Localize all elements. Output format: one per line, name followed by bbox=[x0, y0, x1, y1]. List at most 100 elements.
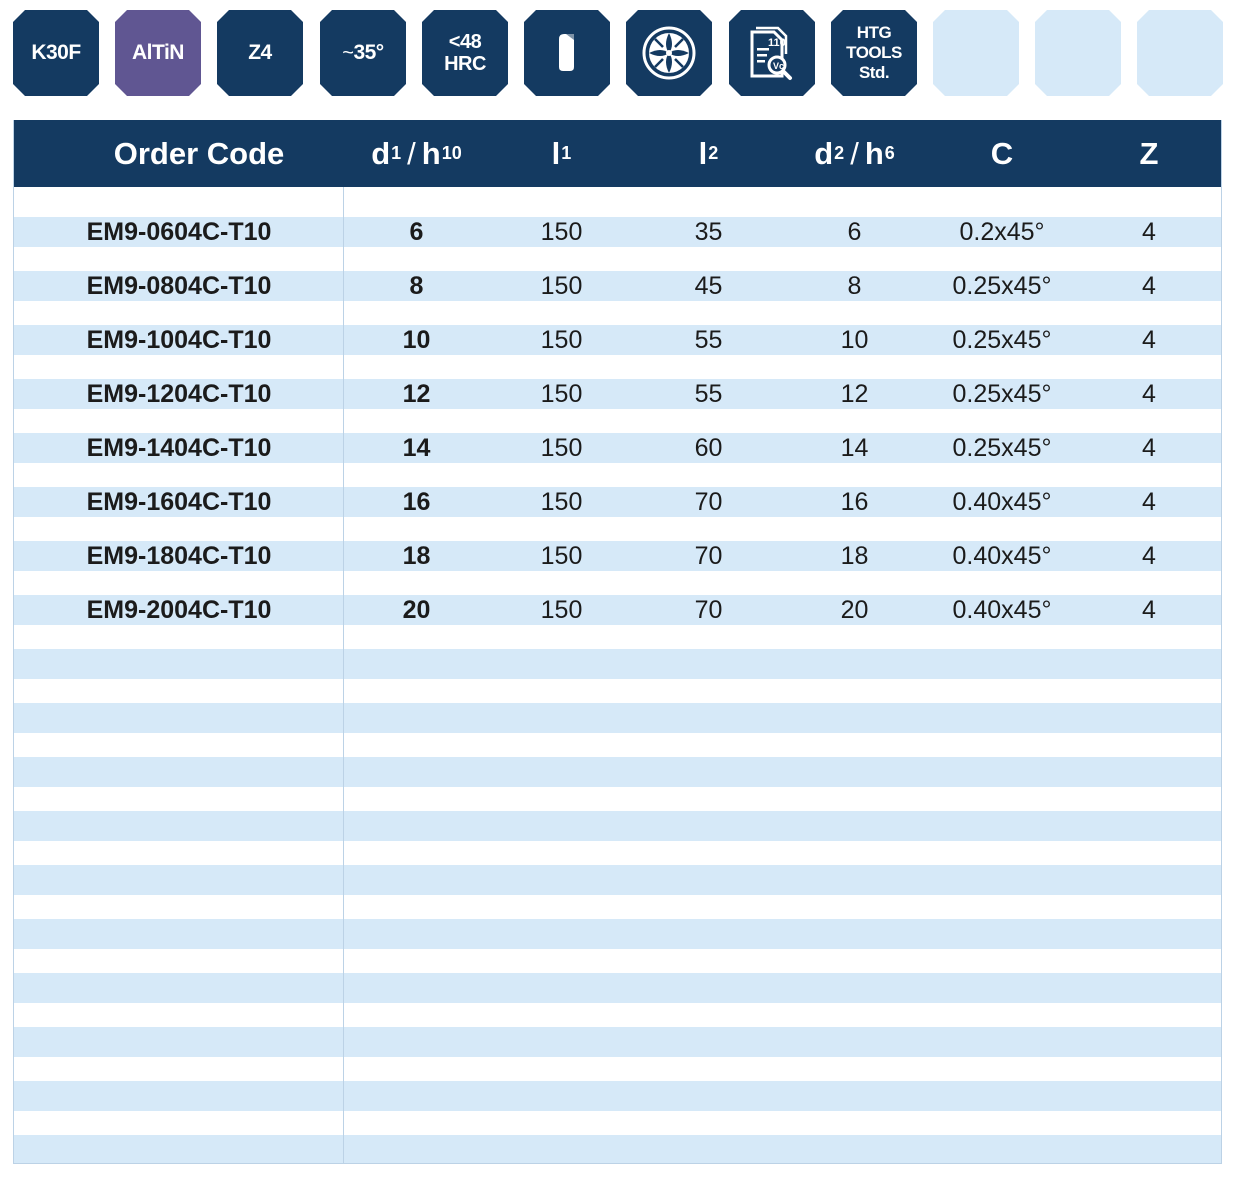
order-code-cell: EM9-1404C-T10 bbox=[86, 433, 272, 462]
d1-cell: 8 bbox=[409, 271, 424, 300]
header-d2-h6: d 2/h 6 bbox=[782, 120, 927, 187]
row-stripe bbox=[14, 1027, 1221, 1057]
table-row: EM9-0804C-T10 8 150 45 8 0.25x45° 4 bbox=[14, 271, 1221, 301]
hardness-badge: <48 HRC bbox=[422, 10, 508, 96]
order-code-cell: EM9-1004C-T10 bbox=[86, 325, 272, 354]
order-code-cell: EM9-0804C-T10 bbox=[86, 271, 272, 300]
row-stripe bbox=[14, 1081, 1221, 1111]
d1-cell: 18 bbox=[402, 541, 431, 570]
end-mill-badge bbox=[524, 10, 610, 96]
header-c-label: C bbox=[990, 135, 1014, 171]
flutes-badge: Z4 bbox=[217, 10, 303, 96]
l2-cell: 70 bbox=[694, 487, 723, 516]
order-code-cell: EM9-1604C-T10 bbox=[86, 487, 272, 516]
header-d1-base: d bbox=[371, 135, 391, 171]
l1-cell: 150 bbox=[540, 541, 583, 570]
row-stripe bbox=[14, 865, 1221, 895]
standard-line-2: TOOLS bbox=[846, 43, 902, 62]
l2-cell: 70 bbox=[694, 595, 723, 624]
l2-cell: 70 bbox=[694, 541, 723, 570]
header-l2-sub: 2 bbox=[708, 143, 719, 163]
l2-cell: 45 bbox=[694, 271, 723, 300]
d2-cell: 18 bbox=[840, 541, 869, 570]
header-d2-sub: 2 bbox=[834, 143, 845, 163]
flutes-cell: 4 bbox=[1142, 595, 1156, 624]
header-h-base: h bbox=[421, 135, 441, 171]
chamfer-cell: 0.25x45° bbox=[952, 325, 1052, 354]
order-code-cell: EM9-1804C-T10 bbox=[86, 541, 272, 570]
grade-badge: K30F bbox=[13, 10, 99, 96]
empty-badge bbox=[933, 10, 1019, 96]
l1-cell: 150 bbox=[540, 271, 583, 300]
d2-cell: 8 bbox=[847, 271, 862, 300]
d2-cell: 6 bbox=[847, 217, 862, 246]
d1-cell: 16 bbox=[402, 487, 431, 516]
header-d1-h10: d 1/h 10 bbox=[344, 120, 489, 187]
row-stripe bbox=[14, 325, 1221, 355]
coating-label: AlTiN bbox=[132, 41, 184, 64]
header-z: Z bbox=[1089, 120, 1209, 187]
header-d2-slash: / bbox=[850, 135, 859, 171]
d1-cell: 20 bbox=[402, 595, 431, 624]
l1-cell: 150 bbox=[540, 379, 583, 408]
flutes-cell: 4 bbox=[1142, 541, 1156, 570]
l2-cell: 55 bbox=[694, 379, 723, 408]
flutes-cell: 4 bbox=[1142, 325, 1156, 354]
table-row: EM9-0604C-T10 6 150 35 6 0.2x45° 4 bbox=[14, 217, 1221, 247]
header-l2-base: l bbox=[698, 135, 708, 171]
chamfer-cell: 0.25x45° bbox=[952, 433, 1052, 462]
table-row: EM9-1404C-T10 14 150 60 14 0.25x45° 4 bbox=[14, 433, 1221, 463]
cutting-data-badge: 110 Vc bbox=[729, 10, 815, 96]
end-mill-icon bbox=[559, 34, 574, 71]
order-code-cell: EM9-1204C-T10 bbox=[86, 379, 272, 408]
chamfer-cell: 0.40x45° bbox=[952, 595, 1052, 624]
l2-cell: 35 bbox=[694, 217, 723, 246]
hardness-value: <48 bbox=[448, 31, 482, 53]
d1-cell: 10 bbox=[402, 325, 431, 354]
d1-cell: 14 bbox=[402, 433, 431, 462]
helix-angle-badge: ~35° bbox=[320, 10, 406, 96]
row-stripe bbox=[14, 541, 1221, 571]
empty-badge bbox=[1035, 10, 1121, 96]
cutting-data-value: 110 bbox=[768, 37, 786, 49]
l1-cell: 150 bbox=[540, 595, 583, 624]
row-stripe bbox=[14, 649, 1221, 679]
d2-cell: 12 bbox=[840, 379, 869, 408]
spec-badge-row: K30F AlTiN Z4 ~35° <48 HRC bbox=[13, 10, 1223, 96]
standard-badge: HTG TOOLS Std. bbox=[831, 10, 917, 96]
flutes-cell: 4 bbox=[1142, 217, 1156, 246]
standard-line-3: Std. bbox=[858, 63, 890, 82]
cutting-speed-symbol: Vc bbox=[773, 61, 784, 71]
header-d1-slash: / bbox=[407, 135, 416, 171]
chamfer-cell: 0.25x45° bbox=[952, 379, 1052, 408]
d1-cell: 12 bbox=[402, 379, 431, 408]
d2-cell: 14 bbox=[840, 433, 869, 462]
hardness-unit: HRC bbox=[444, 53, 486, 75]
l2-cell: 55 bbox=[694, 325, 723, 354]
header-d2-base: d bbox=[814, 135, 834, 171]
flutes-label: Z4 bbox=[248, 41, 272, 64]
chamfer-cell: 0.2x45° bbox=[959, 217, 1045, 246]
header-l1-sub: 1 bbox=[561, 143, 572, 163]
table-row: EM9-2004C-T10 20 150 70 20 0.40x45° 4 bbox=[14, 595, 1221, 625]
flutes-cell: 4 bbox=[1142, 487, 1156, 516]
chamfer-cell: 0.40x45° bbox=[952, 541, 1052, 570]
header-order-code: Order Code bbox=[89, 120, 309, 187]
row-stripe bbox=[14, 1135, 1221, 1163]
header-l1-base: l bbox=[551, 135, 561, 171]
approx-symbol: ~ bbox=[342, 42, 354, 64]
table-row: EM9-1204C-T10 12 150 55 12 0.25x45° 4 bbox=[14, 379, 1221, 409]
header-h6-base: h bbox=[864, 135, 884, 171]
grade-label: K30F bbox=[31, 41, 81, 64]
row-stripe bbox=[14, 919, 1221, 949]
header-h6-sub: 6 bbox=[884, 143, 895, 163]
flutes-cell: 4 bbox=[1142, 271, 1156, 300]
l1-cell: 150 bbox=[540, 487, 583, 516]
flute-cross-section-icon bbox=[642, 26, 696, 80]
l1-cell: 150 bbox=[540, 325, 583, 354]
empty-badge bbox=[1137, 10, 1223, 96]
row-stripe bbox=[14, 973, 1221, 1003]
chamfer-cell: 0.40x45° bbox=[952, 487, 1052, 516]
